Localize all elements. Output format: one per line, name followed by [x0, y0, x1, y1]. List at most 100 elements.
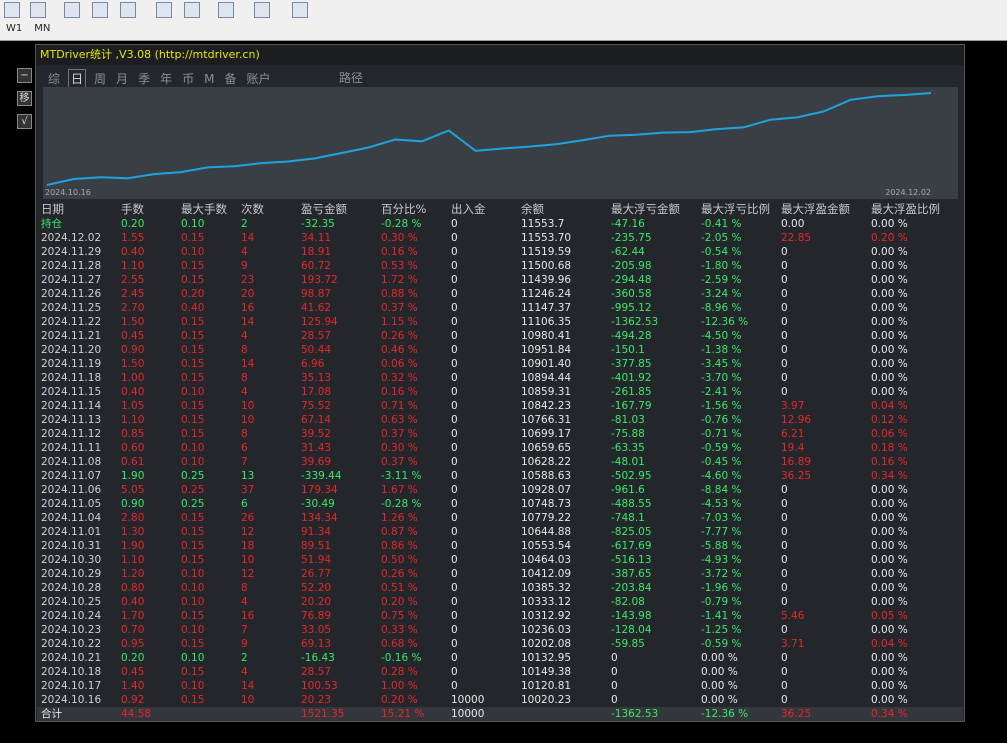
table-cell: 52.20	[301, 582, 332, 594]
tab[interactable]: 备	[224, 72, 237, 86]
side-button[interactable]: 移	[17, 91, 32, 106]
timeframe-tab[interactable]: W1	[6, 23, 23, 34]
table-cell: 6	[241, 498, 248, 510]
table-cell: 0	[451, 302, 458, 314]
timeframe-tab[interactable]: MN	[34, 23, 51, 34]
table-cell: 11106.35	[521, 316, 572, 328]
table-cell: 2024.10.24	[41, 610, 102, 622]
table-cell: 0.10	[181, 624, 205, 636]
table-cell: 67.14	[301, 414, 332, 426]
table-cell: 18.91	[301, 246, 332, 258]
table-cell: 11553.70	[521, 232, 572, 244]
tab[interactable]: 综	[48, 72, 61, 86]
table-cell: 0.26 %	[381, 568, 418, 580]
tool-icon[interactable]	[254, 2, 270, 18]
table-cell: -0.71 %	[701, 428, 742, 440]
table-cell: -4.50 %	[701, 330, 742, 342]
table-cell: -8.96 %	[701, 302, 742, 314]
table-cell: -0.45 %	[701, 456, 742, 468]
tab[interactable]: M	[204, 72, 215, 86]
tool-icon[interactable]	[92, 2, 108, 18]
tab[interactable]: 月	[116, 72, 129, 86]
table-cell: 11246.24	[521, 288, 572, 300]
table-cell: 0.86 %	[381, 540, 418, 552]
tool-icon[interactable]	[156, 2, 172, 18]
table-cell: 10779.22	[521, 512, 572, 524]
table-cell: 4	[241, 246, 248, 258]
table-cell: -1.25 %	[701, 624, 742, 636]
side-button[interactable]: √	[17, 114, 32, 129]
table-cell: 0	[781, 288, 788, 300]
table-cell: -4.93 %	[701, 554, 742, 566]
table-cell: 11553.7	[521, 218, 565, 230]
table-cell: 10644.88	[521, 526, 572, 538]
path-label[interactable]: 路径	[339, 71, 364, 85]
table-cell: 0.15	[181, 358, 205, 370]
table-cell: -0.16 %	[381, 652, 422, 664]
table-cell: 0.00 %	[701, 694, 738, 706]
table-cell: 0.34 %	[871, 470, 908, 482]
table-cell: 0.00 %	[871, 680, 908, 692]
table-cell: 0.00 %	[871, 302, 908, 314]
table-cell: 16	[241, 610, 255, 622]
column-header: 最大浮亏金额	[611, 202, 680, 216]
side-button[interactable]: −	[17, 68, 32, 83]
table-cell: 0.40	[181, 302, 205, 314]
tool-icon[interactable]	[4, 2, 20, 18]
tool-icon[interactable]	[218, 2, 234, 18]
table-cell: 0	[781, 484, 788, 496]
table-cell: 60.72	[301, 260, 332, 272]
table-cell: 23	[241, 274, 255, 286]
tab[interactable]: 日	[68, 69, 87, 88]
table-cell: 0	[781, 652, 788, 664]
table-cell: 2024.10.25	[41, 596, 102, 608]
table-cell: 0	[451, 526, 458, 538]
table-cell: 0	[451, 596, 458, 608]
tab[interactable]: 币	[182, 72, 195, 86]
table-cell: -235.75	[611, 232, 652, 244]
table-cell: 6.21	[781, 428, 805, 440]
tab[interactable]: 季	[138, 72, 151, 86]
table-cell: 16.89	[781, 456, 812, 468]
tab[interactable]: 年	[160, 72, 173, 86]
table-cell: 0	[451, 358, 458, 370]
table-cell: 0.00 %	[701, 666, 738, 678]
tool-icon[interactable]	[184, 2, 200, 18]
table-cell: 0.45	[121, 330, 145, 342]
table-cell: 10385.32	[521, 582, 572, 594]
table-cell: 0.15	[181, 694, 205, 706]
column-header: 最大手数	[181, 202, 227, 216]
table-cell: 0	[451, 554, 458, 566]
window-title: MTDriver统计 ,V3.08 (http://mtdriver.cn)	[36, 45, 964, 65]
table-cell: 0.15	[181, 554, 205, 566]
table-cell: 0	[451, 288, 458, 300]
table-cell: 39.52	[301, 428, 332, 440]
tool-icon[interactable]	[30, 2, 46, 18]
table-cell: 2024.11.06	[41, 484, 102, 496]
table-cell: 0.95	[121, 638, 145, 650]
table-cell: 0.16 %	[381, 386, 418, 398]
table-cell: 7	[241, 624, 248, 636]
table-cell: -7.03 %	[701, 512, 742, 524]
tab[interactable]: 账户	[246, 72, 271, 86]
table-cell: 0	[451, 330, 458, 342]
table-cell: 20.20	[301, 596, 332, 608]
table-cell: 0.20 %	[381, 694, 418, 706]
table-cell: -143.98	[611, 610, 652, 622]
table-cell: -401.92	[611, 372, 652, 384]
table-cell: 持仓	[41, 218, 62, 230]
table-cell: 0	[451, 652, 458, 664]
table-cell: 0	[781, 624, 788, 636]
table-cell: -2.05 %	[701, 232, 742, 244]
table-cell: 98.87	[301, 288, 332, 300]
table-cell: 0.30 %	[381, 232, 418, 244]
table-cell: 8	[241, 582, 248, 594]
tool-icon[interactable]	[292, 2, 308, 18]
tool-icon[interactable]	[120, 2, 136, 18]
tool-icon[interactable]	[64, 2, 80, 18]
tab[interactable]: 周	[94, 72, 107, 86]
table-cell: 1.00	[121, 372, 145, 384]
table-cell: 37	[241, 484, 255, 496]
table-cell: 0.00 %	[871, 330, 908, 342]
table-cell: 0.60	[121, 442, 145, 454]
